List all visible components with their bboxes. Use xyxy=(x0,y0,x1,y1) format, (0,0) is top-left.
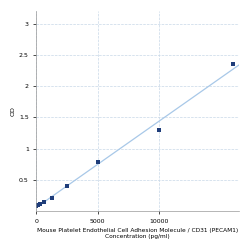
Point xyxy=(38,202,42,206)
Point xyxy=(36,203,40,207)
Y-axis label: OD: OD xyxy=(11,106,16,116)
Point xyxy=(231,62,235,66)
X-axis label: Mouse Platelet Endothelial Cell Adhesion Molecule / CD31 (PECAM1)
Concentration : Mouse Platelet Endothelial Cell Adhesion… xyxy=(37,228,238,239)
Point xyxy=(42,200,46,204)
Point xyxy=(34,204,38,208)
Point xyxy=(65,184,69,188)
Point xyxy=(157,128,161,132)
Point xyxy=(96,160,100,164)
Point xyxy=(50,196,54,200)
